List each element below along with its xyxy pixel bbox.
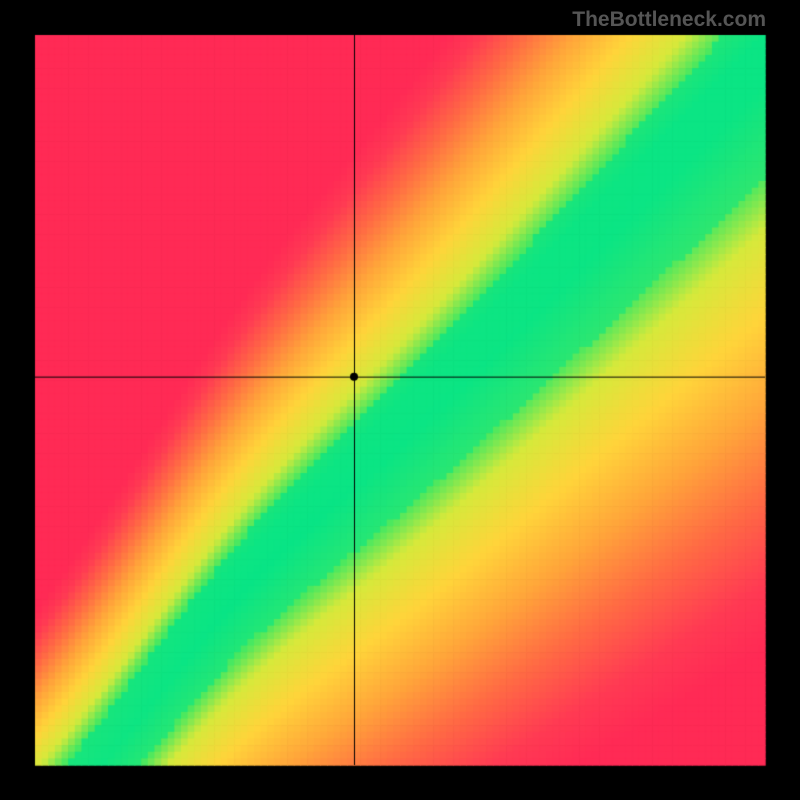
bottleneck-heatmap (0, 0, 800, 800)
chart-container: TheBottleneck.com (0, 0, 800, 800)
watermark-text: TheBottleneck.com (572, 8, 766, 32)
